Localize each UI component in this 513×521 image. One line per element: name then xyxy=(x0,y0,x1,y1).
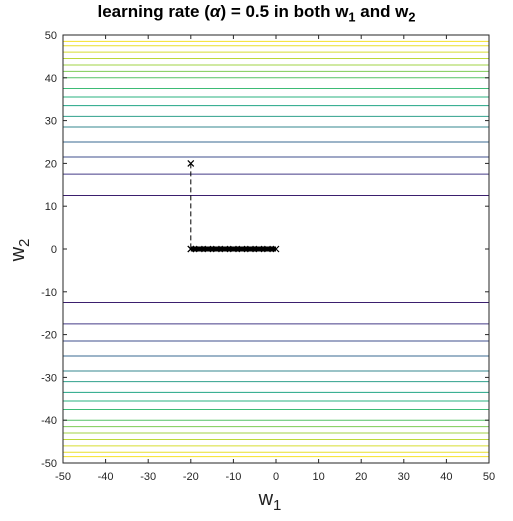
trajectory-point-2 xyxy=(187,245,195,253)
trajectory-point-10 xyxy=(255,245,263,253)
x-tick-label: 40 xyxy=(440,471,452,483)
x-tick-label: 30 xyxy=(398,471,410,483)
trajectory-point-11 xyxy=(264,245,271,253)
y-tick-label: 20 xyxy=(45,158,57,170)
trajectory-path xyxy=(190,163,276,250)
y-axis-label: w2 xyxy=(7,238,33,262)
x-tick-label: -30 xyxy=(140,471,156,483)
trajectory-point-12 xyxy=(272,245,280,253)
trajectory-point-7 xyxy=(229,245,237,253)
y-tick-label: -30 xyxy=(41,372,57,384)
trajectory-point-0 xyxy=(187,159,195,167)
x-tick-label: 10 xyxy=(312,471,324,483)
chart-title: learning rate (α) = 0.5 in both w1 and w… xyxy=(97,2,416,25)
trajectory-point-9 xyxy=(247,245,254,253)
y-tick-label: 30 xyxy=(45,116,57,128)
x-tick-label: -20 xyxy=(183,471,199,483)
x-tick-label: 0 xyxy=(273,471,279,483)
y-tick-label: 0 xyxy=(51,244,57,256)
trajectory-point-8 xyxy=(238,245,246,253)
y-tick-label: -10 xyxy=(41,287,57,299)
y-tick-label: 50 xyxy=(45,30,57,42)
trajectory-point-5 xyxy=(212,245,220,253)
y-tick-label: -50 xyxy=(41,458,57,470)
y-tick-label: -20 xyxy=(41,330,57,342)
trajectory-point-3 xyxy=(195,245,203,253)
y-tick-label: 40 xyxy=(45,73,57,85)
x-tick-label: 50 xyxy=(483,471,495,483)
trajectory-point-6 xyxy=(221,245,229,253)
y-tick-label: 10 xyxy=(45,201,57,213)
trajectory-point-4 xyxy=(204,245,212,253)
y-tick-label: -40 xyxy=(41,415,57,427)
x-tick-label: -50 xyxy=(55,471,71,483)
x-tick-label: -10 xyxy=(225,471,241,483)
x-tick-label: 20 xyxy=(355,471,367,483)
x-axis-label: w1 xyxy=(258,488,282,514)
x-tick-label: -40 xyxy=(98,471,114,483)
